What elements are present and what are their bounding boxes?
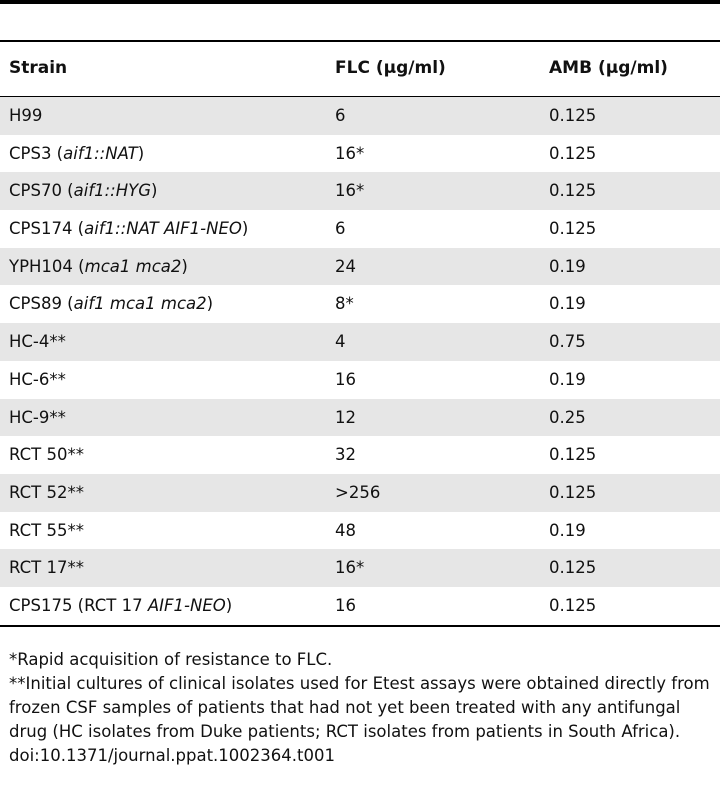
cell-strain: CPS3 (aif1::NAT) bbox=[9, 143, 145, 163]
cell-flc: 16* bbox=[335, 143, 365, 163]
cell-amb: 0.19 bbox=[549, 369, 586, 389]
cell-flc: 16 bbox=[335, 369, 356, 389]
cell-flc: 24 bbox=[335, 256, 356, 276]
cell-strain: HC-6** bbox=[9, 369, 66, 389]
top-rule bbox=[0, 0, 720, 4]
cell-amb: 0.125 bbox=[549, 219, 597, 239]
cell-amb: 0.125 bbox=[549, 595, 597, 615]
table-row: CPS174 (aif1::NAT AIF1-NEO) 6 0.125 bbox=[0, 210, 720, 248]
cell-amb: 0.125 bbox=[549, 558, 597, 578]
cell-flc: 6 bbox=[335, 219, 346, 239]
cell-strain: CPS70 (aif1::HYG) bbox=[9, 181, 158, 201]
table-row: RCT 55** 48 0.19 bbox=[0, 512, 720, 550]
cell-amb: 0.19 bbox=[549, 520, 586, 540]
cell-flc: 6 bbox=[335, 106, 346, 125]
cell-strain: H99 bbox=[9, 106, 43, 125]
cell-amb: 0.19 bbox=[549, 256, 586, 276]
table-row: HC-4** 4 0.75 bbox=[0, 323, 720, 361]
table-row: CPS70 (aif1::HYG) 16* 0.125 bbox=[0, 172, 720, 211]
cell-strain: YPH104 (mca1 mca2) bbox=[9, 256, 188, 276]
cell-strain: RCT 50** bbox=[9, 445, 84, 465]
cell-strain: RCT 52** bbox=[9, 482, 84, 502]
footnotes: *Rapid acquisition of resistance to FLC.… bbox=[9, 648, 720, 768]
cell-amb: 0.75 bbox=[549, 332, 586, 352]
table-row: CPS3 (aif1::NAT) 16* 0.125 bbox=[0, 135, 720, 173]
table-row: HC-6** 16 0.19 bbox=[0, 361, 720, 399]
cell-strain: RCT 55** bbox=[9, 520, 84, 540]
cell-amb: 0.125 bbox=[549, 482, 597, 502]
table-body: H99 6 0.125 CPS3 (aif1::NAT) 16* 0.125 CPS70 (… bbox=[0, 97, 720, 625]
table-row: CPS175 (RCT 17 AIF1-NEO) 16 0.125 bbox=[0, 587, 720, 625]
table-row: H99 6 0.125 bbox=[0, 97, 720, 135]
table-row: CPS89 (aif1 mca1 mca2) 8* 0.19 bbox=[0, 285, 720, 323]
cell-flc: 12 bbox=[335, 407, 356, 427]
cell-flc: 8* bbox=[335, 294, 354, 314]
cell-strain: CPS175 (RCT 17 AIF1-NEO) bbox=[9, 595, 233, 615]
table-row: HC-9** 12 0.25 bbox=[0, 398, 720, 437]
footnote-rapid-resistance: *Rapid acquisition of resistance to FLC. bbox=[9, 650, 333, 669]
doi-text: doi:10.1371/journal.ppat.1002364.t001 bbox=[9, 746, 335, 765]
header-rule bbox=[0, 40, 720, 42]
table-row: YPH104 (mca1 mca2) 24 0.19 bbox=[0, 247, 720, 286]
cell-flc: 48 bbox=[335, 520, 356, 540]
cell-strain: HC-4** bbox=[9, 332, 66, 352]
table-row: RCT 17** 16* 0.125 bbox=[0, 549, 720, 587]
cell-amb: 0.125 bbox=[549, 106, 597, 125]
cell-flc: >256 bbox=[335, 482, 381, 502]
cell-flc: 16* bbox=[335, 558, 365, 578]
cell-amb: 0.19 bbox=[549, 294, 586, 314]
cell-strain: CPS174 (aif1::NAT AIF1-NEO) bbox=[9, 219, 249, 239]
cell-strain: CPS89 (aif1 mca1 mca2) bbox=[9, 294, 214, 314]
header-amb: AMB (μg/ml) bbox=[549, 58, 668, 78]
table-row: RCT 52** >256 0.125 bbox=[0, 473, 720, 512]
cell-amb: 0.125 bbox=[549, 143, 597, 163]
bottom-rule bbox=[0, 625, 720, 627]
table-row: RCT 50** 32 0.125 bbox=[0, 436, 720, 474]
cell-strain: RCT 17** bbox=[9, 558, 84, 578]
header-flc: FLC (μg/ml) bbox=[335, 58, 446, 78]
table-header: Strain FLC (μg/ml) AMB (μg/ml) bbox=[0, 42, 720, 96]
footnote-clinical-isolates: **Initial cultures of clinical isolates … bbox=[9, 674, 710, 741]
cell-amb: 0.25 bbox=[549, 407, 586, 427]
header-strain: Strain bbox=[9, 58, 68, 78]
cell-flc: 16* bbox=[335, 181, 365, 201]
cell-amb: 0.125 bbox=[549, 445, 597, 465]
cell-flc: 16 bbox=[335, 595, 356, 615]
column-header-rule bbox=[0, 96, 720, 97]
cell-flc: 32 bbox=[335, 445, 356, 465]
cell-strain: HC-9** bbox=[9, 407, 66, 427]
cell-flc: 4 bbox=[335, 332, 346, 352]
cell-amb: 0.125 bbox=[549, 181, 597, 201]
